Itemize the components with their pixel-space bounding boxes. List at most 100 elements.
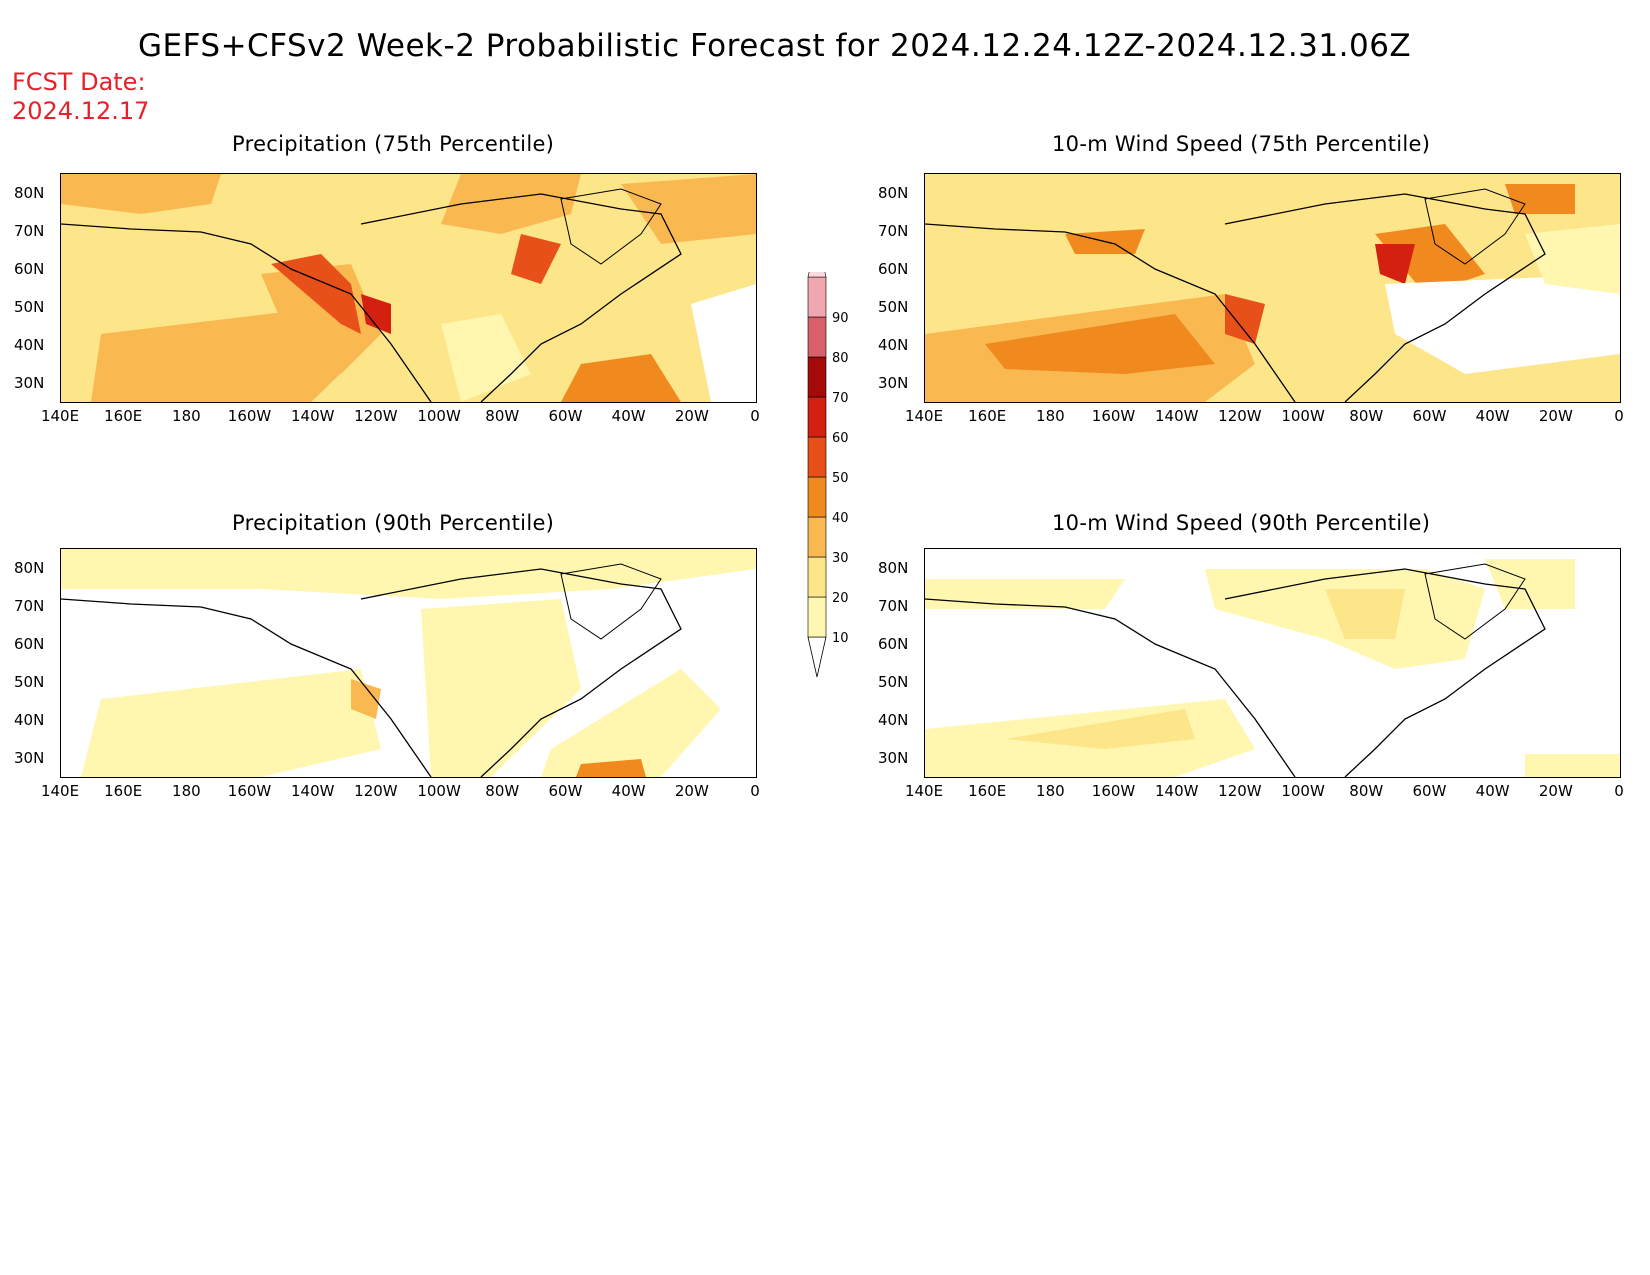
lon-label: 120W — [354, 782, 398, 800]
lon-label: 160E — [104, 407, 143, 425]
colorbar-upper-extension — [807, 236, 827, 278]
colorbar-level-label: 20 — [832, 591, 849, 606]
forecast-date-value: 2024.12.17 — [12, 97, 150, 125]
lon-label: 160W — [1091, 782, 1136, 800]
lon-label: 0 — [1614, 407, 1624, 425]
lon-label: 40W — [1475, 782, 1510, 800]
colorbar-level-label: 60 — [832, 431, 849, 446]
lon-label: 140W — [290, 407, 335, 425]
lat-label: 40N — [878, 336, 909, 354]
lat-label: 40N — [14, 711, 45, 729]
colorbar-lower-extension — [807, 636, 827, 678]
lon-label: 140W — [1154, 407, 1199, 425]
colorbar-level-label: 30 — [832, 551, 849, 566]
lat-label: 50N — [14, 298, 45, 316]
lon-label: 140E — [40, 407, 80, 425]
colorbar-level-label: 50 — [832, 471, 849, 486]
colorbar-level-label: 40 — [832, 511, 849, 526]
lon-label: 180 — [172, 407, 201, 425]
lat-label: 60N — [14, 260, 45, 278]
lon-label: 60W — [548, 407, 583, 425]
forecast-date-block: FCST Date: 2024.12.17 — [12, 68, 149, 126]
map-precip-90 — [60, 548, 757, 778]
lon-label: 60W — [1412, 407, 1447, 425]
lon-label: 160E — [968, 782, 1007, 800]
colorbar-box — [807, 556, 827, 598]
colorbar-box — [807, 316, 827, 358]
lat-label: 30N — [878, 374, 909, 392]
lat-label: 40N — [14, 336, 45, 354]
lon-label: 40W — [1475, 407, 1510, 425]
panel-title-wind-90: 10-m Wind Speed (90th Percentile) — [1052, 511, 1431, 535]
lon-label: 80W — [485, 407, 520, 425]
lon-label: 100W — [1281, 782, 1325, 800]
lon-label: 60W — [548, 782, 583, 800]
lat-label: 30N — [14, 374, 45, 392]
lat-label: 50N — [14, 673, 45, 691]
lon-label: 140E — [904, 782, 944, 800]
lon-label: 80W — [1349, 782, 1384, 800]
lon-label: 160E — [968, 407, 1007, 425]
map-precip-75 — [60, 173, 757, 403]
lat-label: 70N — [878, 597, 909, 615]
map-wind-90 — [924, 548, 1621, 778]
panel-title-precip-75: Precipitation (75th Percentile) — [232, 132, 555, 156]
lon-label: 120W — [354, 407, 398, 425]
lon-label: 100W — [1281, 407, 1325, 425]
lat-label: 80N — [878, 184, 909, 202]
lat-label: 40N — [878, 711, 909, 729]
map-wind-75 — [924, 173, 1621, 403]
forecast-date-label: FCST Date: — [12, 68, 146, 96]
lon-label: 180 — [1036, 407, 1065, 425]
panel-title-wind-75: 10-m Wind Speed (75th Percentile) — [1052, 132, 1431, 156]
lon-label: 100W — [417, 407, 461, 425]
page-title: GEFS+CFSv2 Week-2 Probabilistic Forecast… — [138, 28, 1412, 64]
lon-label: 20W — [1538, 407, 1573, 425]
lat-label: 50N — [878, 673, 909, 691]
lon-label: 160W — [227, 782, 272, 800]
lat-label: 80N — [14, 559, 45, 577]
lon-label: 0 — [1614, 782, 1624, 800]
lon-label: 160E — [104, 782, 143, 800]
lon-label: 100W — [417, 782, 461, 800]
lon-label: 140W — [1154, 782, 1199, 800]
lat-label: 70N — [14, 222, 45, 240]
lon-label: 180 — [1036, 782, 1065, 800]
lat-label: 70N — [878, 222, 909, 240]
colorbar-level-label: 90 — [832, 311, 849, 326]
colorbar-level-label: 70 — [832, 391, 849, 406]
colorbar-svg: 10 20 30 40 50 60 70 80 90 — [807, 236, 849, 678]
lon-label: 160W — [1091, 407, 1136, 425]
lon-label: 140E — [904, 407, 944, 425]
lat-label: 60N — [878, 635, 909, 653]
lon-label: 20W — [1538, 782, 1573, 800]
colorbar-level-label: 10 — [832, 631, 849, 646]
lat-label: 80N — [14, 184, 45, 202]
lat-label: 70N — [14, 597, 45, 615]
lon-label: 140W — [290, 782, 335, 800]
colorbar-box — [807, 356, 827, 398]
lat-label: 50N — [878, 298, 909, 316]
colorbar-box — [807, 596, 827, 638]
colorbar-box — [807, 276, 827, 318]
lon-label: 20W — [674, 782, 709, 800]
lon-label: 120W — [1218, 407, 1262, 425]
lon-label: 180 — [172, 782, 201, 800]
lon-label: 80W — [1349, 407, 1384, 425]
lon-label: 80W — [485, 782, 520, 800]
colorbar-box — [807, 476, 827, 518]
colorbar-box — [807, 436, 827, 478]
lat-label: 60N — [14, 635, 45, 653]
colorbar-box — [807, 516, 827, 558]
lon-label: 140E — [40, 782, 80, 800]
panel-title-precip-90: Precipitation (90th Percentile) — [232, 511, 555, 535]
lat-label: 30N — [14, 749, 45, 767]
lon-label: 20W — [674, 407, 709, 425]
lat-label: 30N — [878, 749, 909, 767]
lon-label: 160W — [227, 407, 272, 425]
lat-label: 80N — [878, 559, 909, 577]
colorbar-box — [807, 396, 827, 438]
lon-label: 40W — [611, 407, 646, 425]
lon-label: 40W — [611, 782, 646, 800]
lat-label: 60N — [878, 260, 909, 278]
